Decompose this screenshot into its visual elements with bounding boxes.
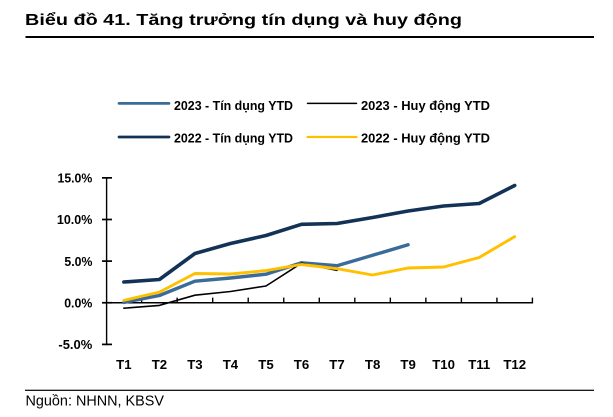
svg-text:-5.0%: -5.0% bbox=[58, 337, 92, 352]
svg-text:2023 - Tín dụng YTD: 2023 - Tín dụng YTD bbox=[174, 98, 293, 113]
svg-text:10.0%: 10.0% bbox=[57, 212, 93, 227]
svg-text:T3: T3 bbox=[187, 357, 202, 372]
svg-text:2022 - Tín dụng YTD: 2022 - Tín dụng YTD bbox=[174, 131, 293, 146]
svg-text:T11: T11 bbox=[468, 357, 490, 372]
svg-text:2023 - Huy động YTD: 2023 - Huy động YTD bbox=[361, 98, 490, 113]
svg-text:T10: T10 bbox=[432, 357, 455, 372]
svg-text:0.0%: 0.0% bbox=[64, 295, 93, 310]
svg-text:2022 - Huy động YTD: 2022 - Huy động YTD bbox=[361, 131, 490, 146]
svg-text:15.0%: 15.0% bbox=[58, 171, 93, 186]
svg-text:T9: T9 bbox=[400, 357, 415, 372]
svg-text:T12: T12 bbox=[503, 357, 526, 372]
svg-text:Nguồn: NHNN, KBSV: Nguồn: NHNN, KBSV bbox=[26, 394, 165, 410]
svg-text:5.0%: 5.0% bbox=[64, 254, 92, 269]
svg-text:T4: T4 bbox=[223, 357, 239, 372]
svg-text:Biểu đồ 41. Tăng trưởng tín dụ: Biểu đồ 41. Tăng trưởng tín dụng và huy … bbox=[25, 11, 462, 29]
svg-text:T5: T5 bbox=[258, 357, 273, 372]
svg-text:T1: T1 bbox=[116, 357, 131, 372]
svg-text:T8: T8 bbox=[365, 357, 380, 372]
svg-text:T2: T2 bbox=[152, 357, 167, 372]
svg-text:T7: T7 bbox=[329, 357, 344, 372]
svg-text:T6: T6 bbox=[294, 357, 309, 372]
